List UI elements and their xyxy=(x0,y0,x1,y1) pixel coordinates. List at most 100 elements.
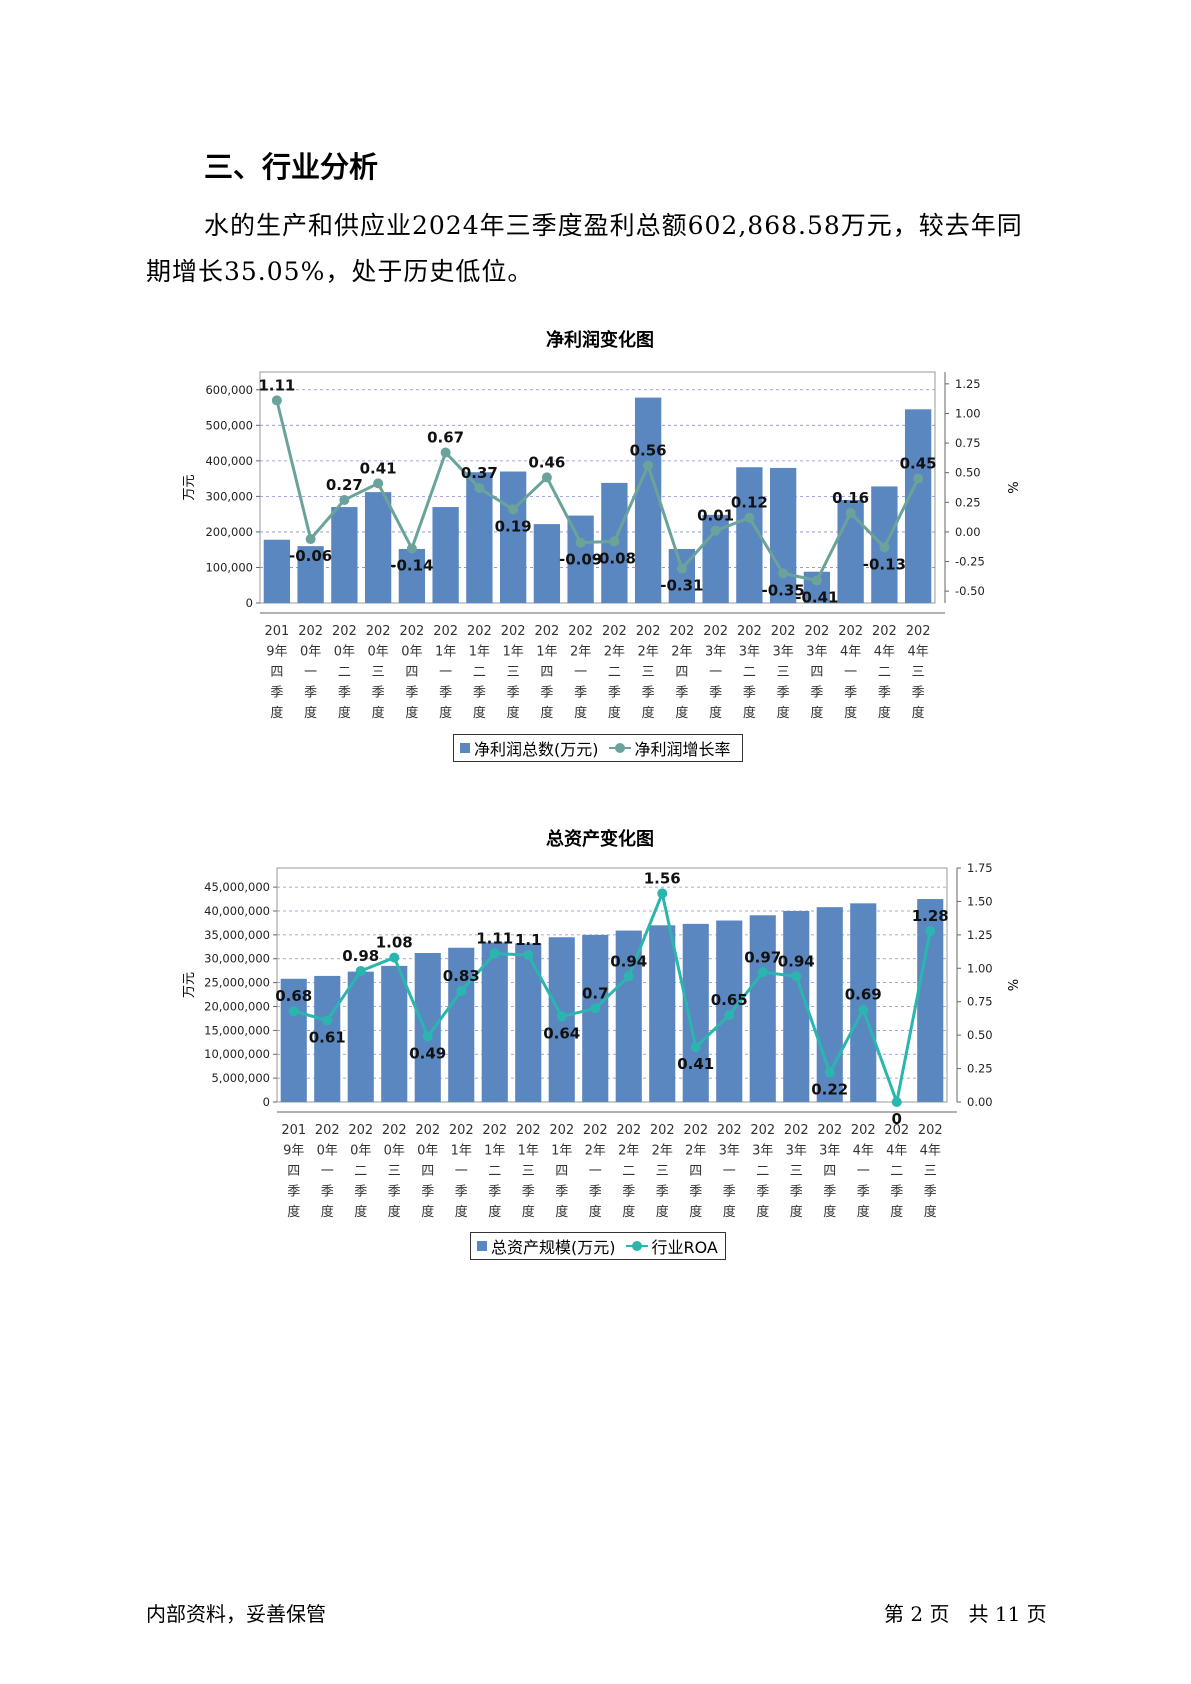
line-point xyxy=(590,1003,601,1014)
bar xyxy=(414,953,441,1102)
y-tick-label: 100,000 xyxy=(205,560,253,574)
data-label: 0.41 xyxy=(677,1055,714,1073)
x-tick-label: 0年 xyxy=(350,1144,371,1159)
x-tick-label: 三 xyxy=(642,665,655,680)
x-tick-label: 度 xyxy=(890,1204,903,1220)
x-tick-label: 度 xyxy=(622,1204,635,1220)
x-tick-label: 9年 xyxy=(266,645,287,660)
x-tick-label: 三 xyxy=(656,1164,669,1179)
bar xyxy=(398,548,426,603)
y2-tick-label: -0.50 xyxy=(955,584,985,598)
x-tick-label: 度 xyxy=(608,705,621,721)
x-tick-label: 度 xyxy=(287,1204,300,1220)
data-label: 0.56 xyxy=(630,442,667,460)
x-tick-label: 0年 xyxy=(401,645,422,660)
x-tick-label: 度 xyxy=(723,1204,736,1220)
line-point xyxy=(508,504,519,515)
data-label: 0.16 xyxy=(832,489,869,507)
legend-bar-swatch xyxy=(477,1241,487,1251)
line-point xyxy=(824,1067,835,1078)
x-tick-label: 0年 xyxy=(300,645,321,660)
x-tick-label: 202 xyxy=(583,1123,608,1138)
x-tick-label: 9年 xyxy=(283,1144,304,1159)
y2-tick-label: 0.75 xyxy=(967,995,993,1009)
x-tick-label: 度 xyxy=(912,705,925,721)
y2-axis-label: % xyxy=(1004,481,1019,493)
y-tick-label: 500,000 xyxy=(205,418,253,432)
y2-tick-label: 1.00 xyxy=(967,961,993,975)
x-tick-label: 季 xyxy=(857,1185,870,1200)
y-tick-label: 25,000,000 xyxy=(204,976,270,990)
x-tick-label: 三 xyxy=(912,665,925,680)
line-point xyxy=(322,1015,333,1026)
data-label: -0.09 xyxy=(559,551,602,569)
x-tick-label: 度 xyxy=(304,705,317,721)
chart1-legend: 净利润总数(万元) 净利润增长率 xyxy=(453,734,743,762)
line-point xyxy=(710,525,721,536)
legend-bar-swatch xyxy=(460,743,470,753)
line-point xyxy=(474,483,485,494)
y2-tick-label: 1.50 xyxy=(967,894,993,908)
x-tick-label: 三 xyxy=(507,665,520,680)
y-tick-label: 400,000 xyxy=(205,454,253,468)
x-tick-label: 2年 xyxy=(652,1144,673,1159)
x-tick-label: 3年 xyxy=(786,1144,807,1159)
y-tick-label: 15,000,000 xyxy=(204,1023,270,1037)
x-tick-label: 季 xyxy=(372,686,385,701)
x-tick-label: 度 xyxy=(540,705,553,721)
legend-line-swatch xyxy=(608,743,631,753)
x-tick-label: 202 xyxy=(906,624,931,639)
y-tick-label: 0 xyxy=(263,1095,270,1109)
x-tick-label: 1年 xyxy=(551,1144,572,1159)
line-point xyxy=(757,967,768,978)
y2-axis-label: % xyxy=(1004,979,1019,991)
x-tick-label: 2年 xyxy=(618,1144,639,1159)
x-tick-label: 四 xyxy=(823,1164,836,1179)
x-tick-label: 度 xyxy=(844,705,857,721)
x-tick-label: 一 xyxy=(709,665,722,680)
x-tick-label: 202 xyxy=(382,1123,407,1138)
x-tick-label: 度 xyxy=(642,705,655,721)
x-tick-label: 季 xyxy=(844,686,857,701)
x-tick-label: 四 xyxy=(287,1164,300,1179)
x-tick-label: 季 xyxy=(270,686,283,701)
x-tick-label: 度 xyxy=(354,1204,367,1220)
y-tick-label: 35,000,000 xyxy=(204,928,270,942)
line-point xyxy=(339,494,350,505)
bar xyxy=(432,507,459,603)
x-tick-label: 季 xyxy=(304,686,317,701)
y2-tick-label: 0.25 xyxy=(967,1062,993,1076)
x-tick-label: 季 xyxy=(743,686,756,701)
section-paragraph: 水的生产和供应业2024年三季度盈利总额602,868.58万元，较去年同期增长… xyxy=(146,211,1023,286)
x-tick-label: 202 xyxy=(602,624,627,639)
x-tick-label: 202 xyxy=(298,624,323,639)
line-point xyxy=(541,472,552,483)
x-tick-label: 202 xyxy=(650,1123,675,1138)
bar xyxy=(649,925,676,1102)
x-tick-label: 二 xyxy=(473,665,486,680)
x-tick-label: 202 xyxy=(449,1123,474,1138)
y2-tick-label: 0.50 xyxy=(967,1028,993,1042)
x-tick-label: 0年 xyxy=(367,645,388,660)
chart2-title: 总资产变化图 xyxy=(546,829,654,850)
line-point xyxy=(575,537,586,548)
x-tick-label: 度 xyxy=(372,705,385,721)
data-label: -0.31 xyxy=(660,577,703,595)
y-tick-label: 0 xyxy=(246,596,253,610)
x-tick-label: 202 xyxy=(549,1123,574,1138)
line-point xyxy=(925,925,936,936)
x-tick-label: 季 xyxy=(354,1185,367,1200)
total-assets-chart: 0 5,000,000 10,000,000 15,000,000 20,000,000… xyxy=(182,861,1019,1220)
x-tick-label: 季 xyxy=(321,1185,334,1200)
x-tick-label: 202 xyxy=(838,624,863,639)
x-tick-label: 度 xyxy=(574,705,587,721)
x-tick-label: 2年 xyxy=(671,645,692,660)
y-tick-label: 200,000 xyxy=(205,525,253,539)
x-tick-label: 二 xyxy=(608,665,621,680)
x-tick-label: 一 xyxy=(321,1164,334,1179)
y2-tick-label: 1.00 xyxy=(955,406,981,420)
series-line xyxy=(275,400,920,583)
x-tick-label: 2年 xyxy=(585,1144,606,1159)
y2-tick-label: 0.75 xyxy=(955,436,981,450)
bar xyxy=(331,507,358,603)
